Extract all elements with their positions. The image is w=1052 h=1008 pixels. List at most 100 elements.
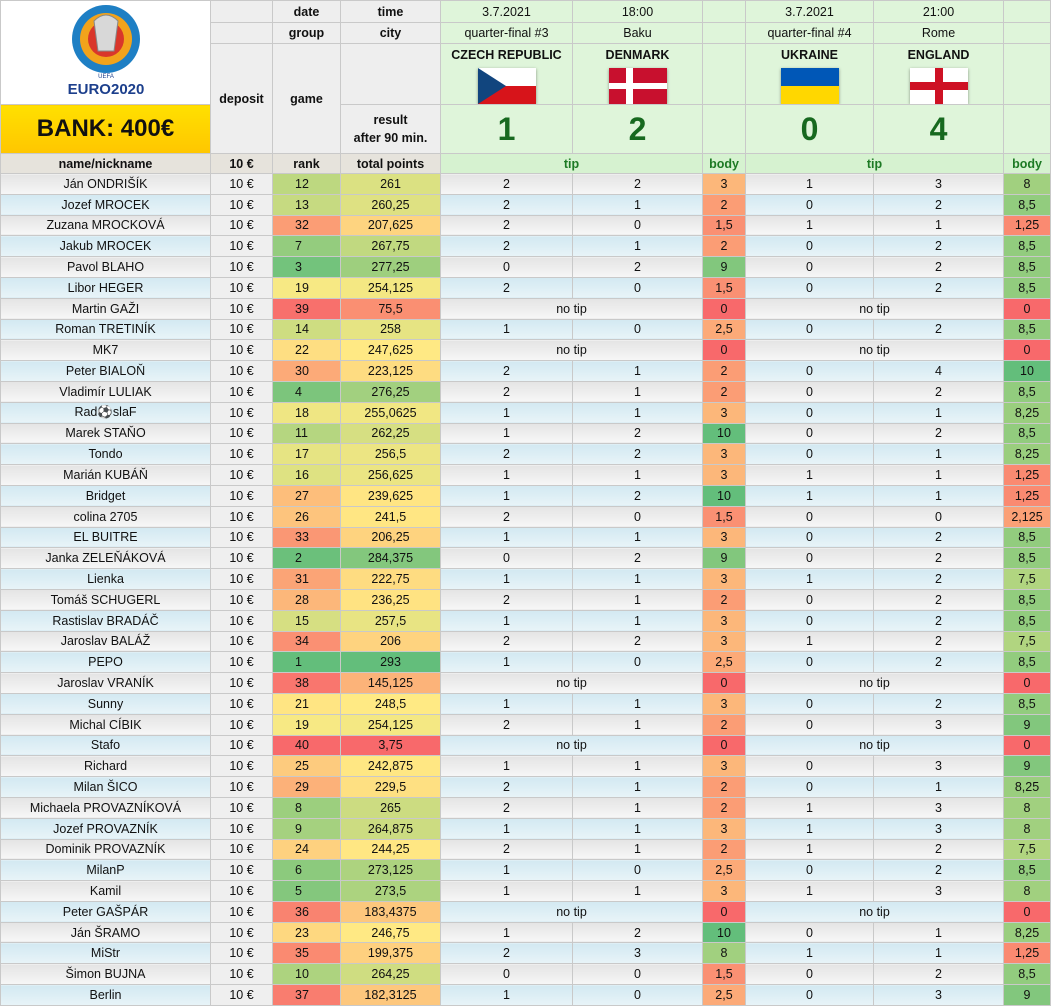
team: ENGLAND — [873, 43, 1004, 105]
rank: 34 — [272, 630, 341, 653]
rank: 30 — [272, 360, 341, 382]
tip: 1 — [873, 776, 1004, 798]
no-tip: no tip — [745, 297, 1004, 320]
tip: 1 — [440, 817, 573, 840]
deposit: 10 € — [210, 963, 273, 986]
body: 0 — [1003, 672, 1051, 694]
body: 1,5 — [702, 276, 746, 299]
body: 0 — [702, 339, 746, 362]
tip: 4 — [873, 360, 1004, 382]
name: Marek STAŇO — [0, 422, 211, 445]
name: Vladimír LULIAK — [0, 380, 211, 403]
deposit: 10 € — [210, 339, 273, 362]
rank: 22 — [272, 339, 341, 362]
tip: 2 — [873, 838, 1004, 861]
tip: 0 — [745, 609, 874, 632]
tip: 2 — [873, 235, 1004, 258]
body: 8,5 — [1003, 526, 1051, 549]
body: 10 — [1003, 360, 1051, 382]
label: time — [340, 0, 441, 23]
header: UEFA EURO2020 date time 3.7.2021 18:00 3… — [0, 0, 1051, 154]
body: 1,5 — [702, 505, 746, 528]
rank: 12 — [272, 173, 341, 195]
tip: 3 — [873, 755, 1004, 778]
tip: 2 — [440, 360, 573, 382]
tip: 1 — [440, 318, 573, 341]
team-name: DENMARK — [605, 48, 670, 62]
tip: 1 — [745, 630, 874, 653]
label: deposit — [210, 43, 273, 154]
tip: 0 — [745, 547, 874, 570]
body: 7,5 — [1003, 630, 1051, 653]
deposit: 10 € — [210, 422, 273, 445]
deposit: 10 € — [210, 880, 273, 902]
tip: 1 — [572, 568, 703, 590]
tip: 1 — [440, 401, 573, 424]
match-city: Rome — [873, 22, 1004, 44]
row: Milan ŠICO 10 €29 229,5 2 1 2 0 1 8,25 — [0, 776, 1051, 798]
tip: 1 — [745, 942, 874, 965]
rank: 13 — [272, 193, 341, 216]
total-points: 258 — [340, 318, 441, 341]
tip: 1 — [745, 796, 874, 819]
rank: 19 — [272, 276, 341, 299]
rank: 24 — [272, 838, 341, 861]
tip: 0 — [745, 984, 874, 1006]
body: 8,25 — [1003, 776, 1051, 798]
tip: 1 — [572, 609, 703, 632]
tip: 1 — [873, 214, 1004, 237]
tip: 0 — [745, 651, 874, 674]
total-points: 182,3125 — [340, 984, 441, 1006]
tip: 3 — [873, 796, 1004, 819]
flag — [477, 68, 536, 104]
row: Zuzana MROCKOVÁ 10 €32 207,625 2 0 1,5 1 1 1,25 — [0, 214, 1051, 237]
tip: 0 — [440, 256, 573, 278]
no-tip: no tip — [440, 900, 703, 923]
tip: 2 — [440, 630, 573, 653]
body: 8 — [1003, 796, 1051, 819]
team-name: UKRAINE — [781, 48, 838, 62]
tip: 2 — [440, 713, 573, 736]
total-points: 254,125 — [340, 276, 441, 299]
tip: 0 — [745, 256, 874, 278]
total-points: 239,625 — [340, 484, 441, 507]
name: Jaroslav BALÁŽ — [0, 630, 211, 653]
tip: 1 — [745, 484, 874, 507]
body: 8,5 — [1003, 422, 1051, 445]
row: MiStr 10 €35 199,375 2 3 8 1 1 1,25 — [0, 942, 1051, 965]
body: 1,25 — [1003, 214, 1051, 237]
no-tip: no tip — [745, 339, 1004, 362]
name: Stafo — [0, 734, 211, 757]
rank: 32 — [272, 214, 341, 237]
deposit: 10 € — [210, 235, 273, 258]
no-tip: no tip — [440, 297, 703, 320]
tip: 0 — [745, 422, 874, 445]
row: Kamil 10 €5 273,5 1 1 3 1 3 8 — [0, 880, 1051, 902]
total-points: 265 — [340, 796, 441, 819]
tip: 3 — [873, 880, 1004, 902]
no-tip: no tip — [745, 672, 1004, 694]
deposit: 10 € — [210, 713, 273, 736]
match-date: 3.7.2021 — [440, 0, 573, 23]
tip: 2 — [873, 651, 1004, 674]
rank: 35 — [272, 942, 341, 965]
row: Peter BIALOŇ 10 €30 223,125 2 1 2 0 4 10 — [0, 360, 1051, 382]
deposit: 10 € — [210, 796, 273, 819]
body: 2 — [702, 713, 746, 736]
tip: 3 — [873, 173, 1004, 195]
label: date — [272, 0, 341, 23]
total-points: 273,5 — [340, 880, 441, 902]
deposit: 10 € — [210, 609, 273, 632]
name: Jaroslav VRANÍK — [0, 672, 211, 694]
tip: 1 — [873, 464, 1004, 486]
body: 2,5 — [702, 984, 746, 1006]
deposit: 10 € — [210, 672, 273, 694]
name: Tondo — [0, 443, 211, 466]
team: UKRAINE — [745, 43, 874, 105]
tip: 2 — [572, 484, 703, 507]
row: Michal CÍBIK 10 €19 254,125 2 1 2 0 3 9 — [0, 713, 1051, 736]
deposit: 10 € — [210, 651, 273, 674]
body: 10 — [702, 921, 746, 944]
row: Jaroslav BALÁŽ 10 €34 206 2 2 3 1 2 7,5 — [0, 630, 1051, 653]
blank — [1003, 0, 1051, 23]
